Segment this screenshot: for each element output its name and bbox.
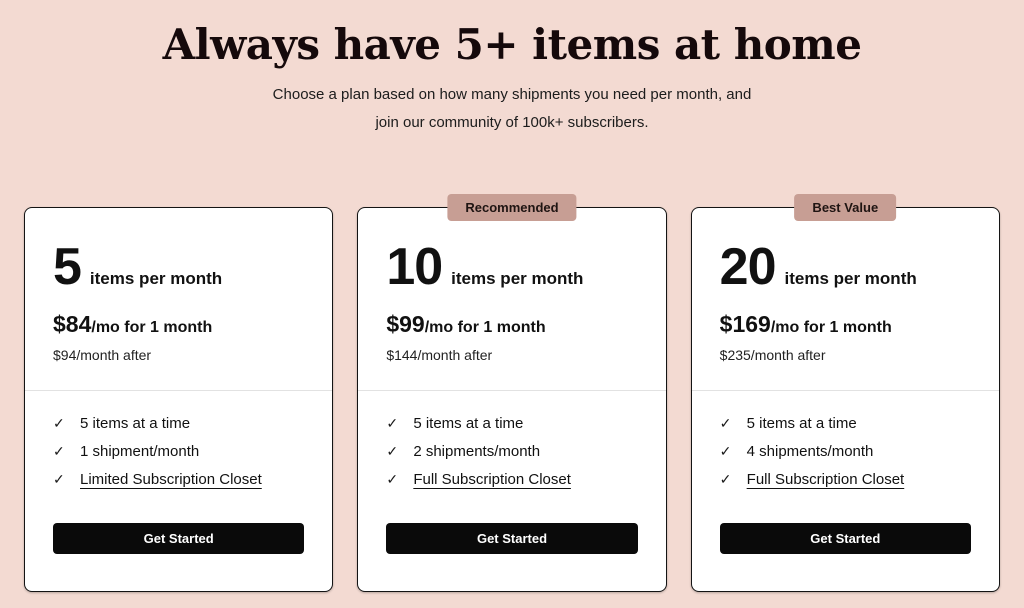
subscription-closet-link[interactable]: Full Subscription Closet: [746, 470, 905, 488]
plan-quantity: 5: [53, 238, 82, 296]
feature-list: ✓ 5 items at a time ✓ 1 shipment/month ✓…: [25, 391, 332, 497]
plan-price-row: $84 /mo for 1 month: [53, 311, 304, 338]
page-subtitle: Choose a plan based on how many shipment…: [0, 81, 1024, 137]
get-started-button[interactable]: Get Started: [386, 523, 638, 554]
plan-unit-label: items per month: [451, 269, 584, 288]
feature-text: 4 shipments/month: [746, 442, 874, 460]
check-icon: ✓: [386, 442, 399, 459]
check-icon: ✓: [53, 442, 65, 459]
recommended-badge: Recommended: [447, 194, 577, 221]
plan-card-10-items: Recommended 10 items per month $99 /mo f…: [357, 194, 667, 592]
feature-item: ✓ 5 items at a time: [720, 413, 971, 433]
subscription-closet-link[interactable]: Full Subscription Closet: [413, 470, 571, 488]
check-icon: ✓: [386, 414, 399, 431]
feature-list: ✓ 5 items at a time ✓ 4 shipments/month …: [692, 391, 999, 497]
plan-unit-label: items per month: [784, 269, 917, 288]
plan-cards-row: 5 items per month $84 /mo for 1 month $9…: [0, 194, 1024, 592]
feature-item: ✓ 5 items at a time: [386, 413, 637, 433]
feature-item: ✓ Full Subscription Closet: [386, 469, 637, 489]
check-icon: ✓: [53, 414, 65, 431]
best-value-badge: Best Value: [794, 194, 897, 221]
plan-price: $99: [386, 311, 425, 337]
plan-header: 10 items per month $99 /mo for 1 month $…: [358, 208, 665, 363]
card-divider: [358, 390, 666, 391]
plan-quantity: 20: [719, 238, 777, 296]
card-divider: [25, 390, 333, 391]
plan-after-price: $94/month after: [53, 347, 152, 363]
plan-quantity-row: 5 items per month: [53, 241, 304, 293]
subtitle-line-2: join our community of 100k+ subscribers.: [375, 114, 649, 131]
plan-quantity-row: 20 items per month: [720, 241, 971, 293]
feature-item: ✓ Limited Subscription Closet: [53, 469, 304, 489]
check-icon: ✓: [719, 470, 732, 487]
feature-text: 5 items at a time: [80, 414, 191, 432]
plan-unit-label: items per month: [89, 269, 223, 288]
page-title: Always have 5+ items at home: [162, 20, 862, 69]
hero-header: Always have 5+ items at home Choose a pl…: [0, 0, 1024, 137]
plan-price: $169: [719, 311, 771, 337]
feature-item: ✓ 4 shipments/month: [720, 441, 971, 461]
plan-price-suffix: /mo for 1 month: [424, 319, 546, 336]
feature-list: ✓ 5 items at a time ✓ 2 shipments/month …: [358, 391, 665, 497]
plan-price-suffix: /mo for 1 month: [770, 319, 892, 336]
plan-price: $84: [53, 311, 92, 337]
feature-item: ✓ 2 shipments/month: [386, 441, 637, 461]
check-icon: ✓: [53, 470, 65, 487]
feature-item: ✓ Full Subscription Closet: [720, 469, 971, 489]
check-icon: ✓: [719, 442, 732, 459]
check-icon: ✓: [719, 414, 732, 431]
card-divider: [691, 390, 999, 391]
get-started-button[interactable]: Get Started: [53, 523, 305, 554]
plan-quantity: 10: [386, 238, 443, 296]
feature-item: ✓ 5 items at a time: [53, 413, 304, 433]
plan-price-suffix: /mo for 1 month: [91, 319, 213, 336]
plan-after-price: $144/month after: [386, 347, 493, 363]
plan-card-5-items: 5 items per month $84 /mo for 1 month $9…: [24, 207, 334, 592]
plan-card-20-items: Best Value 20 items per month $169 /mo f…: [690, 194, 1000, 592]
feature-text: 1 shipment/month: [80, 442, 200, 460]
subtitle-line-1: Choose a plan based on how many shipment…: [272, 86, 752, 103]
feature-item: ✓ 1 shipment/month: [53, 441, 304, 461]
check-icon: ✓: [386, 470, 399, 487]
feature-text: 5 items at a time: [413, 414, 524, 432]
plan-price-row: $169 /mo for 1 month: [720, 311, 971, 338]
plan-price-row: $99 /mo for 1 month: [386, 311, 637, 338]
plan-after-price: $235/month after: [719, 347, 826, 363]
plan-header: 20 items per month $169 /mo for 1 month …: [692, 208, 999, 363]
plan-quantity-row: 10 items per month: [386, 241, 637, 293]
get-started-button[interactable]: Get Started: [719, 523, 971, 554]
plan-header: 5 items per month $84 /mo for 1 month $9…: [25, 208, 332, 363]
subscription-closet-link[interactable]: Limited Subscription Closet: [80, 470, 262, 488]
feature-text: 2 shipments/month: [413, 442, 541, 460]
feature-text: 5 items at a time: [746, 414, 857, 432]
